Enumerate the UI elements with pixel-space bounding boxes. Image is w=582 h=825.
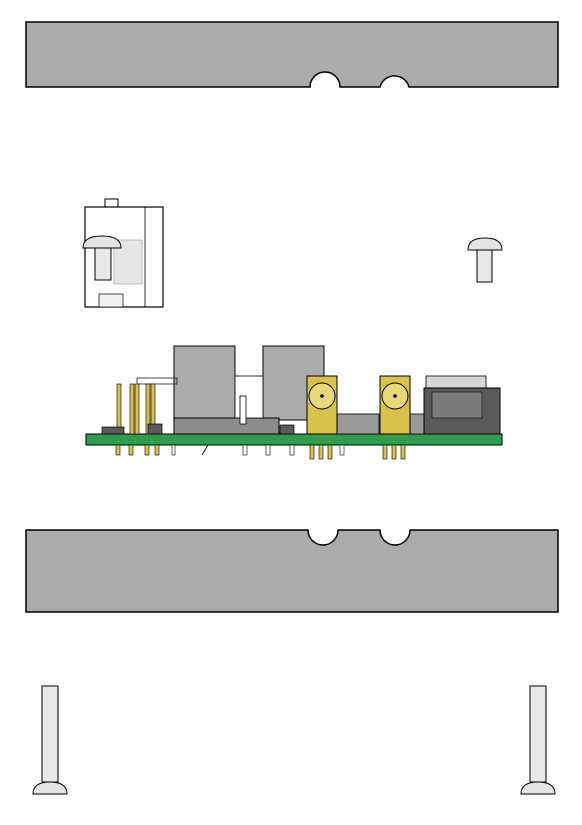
sma-connector-left [306,375,338,460]
header-pins [115,383,160,456]
pcb-assembly [85,345,503,460]
long-screw-right [520,685,556,795]
long-screw-left [32,685,68,795]
power-inductor [423,375,501,435]
short-screw-right [467,237,503,283]
top-cover-plate [25,21,559,88]
bottom-cover-plate [25,529,559,613]
short-screw-left [82,235,122,281]
sma-connector-right [379,375,411,460]
